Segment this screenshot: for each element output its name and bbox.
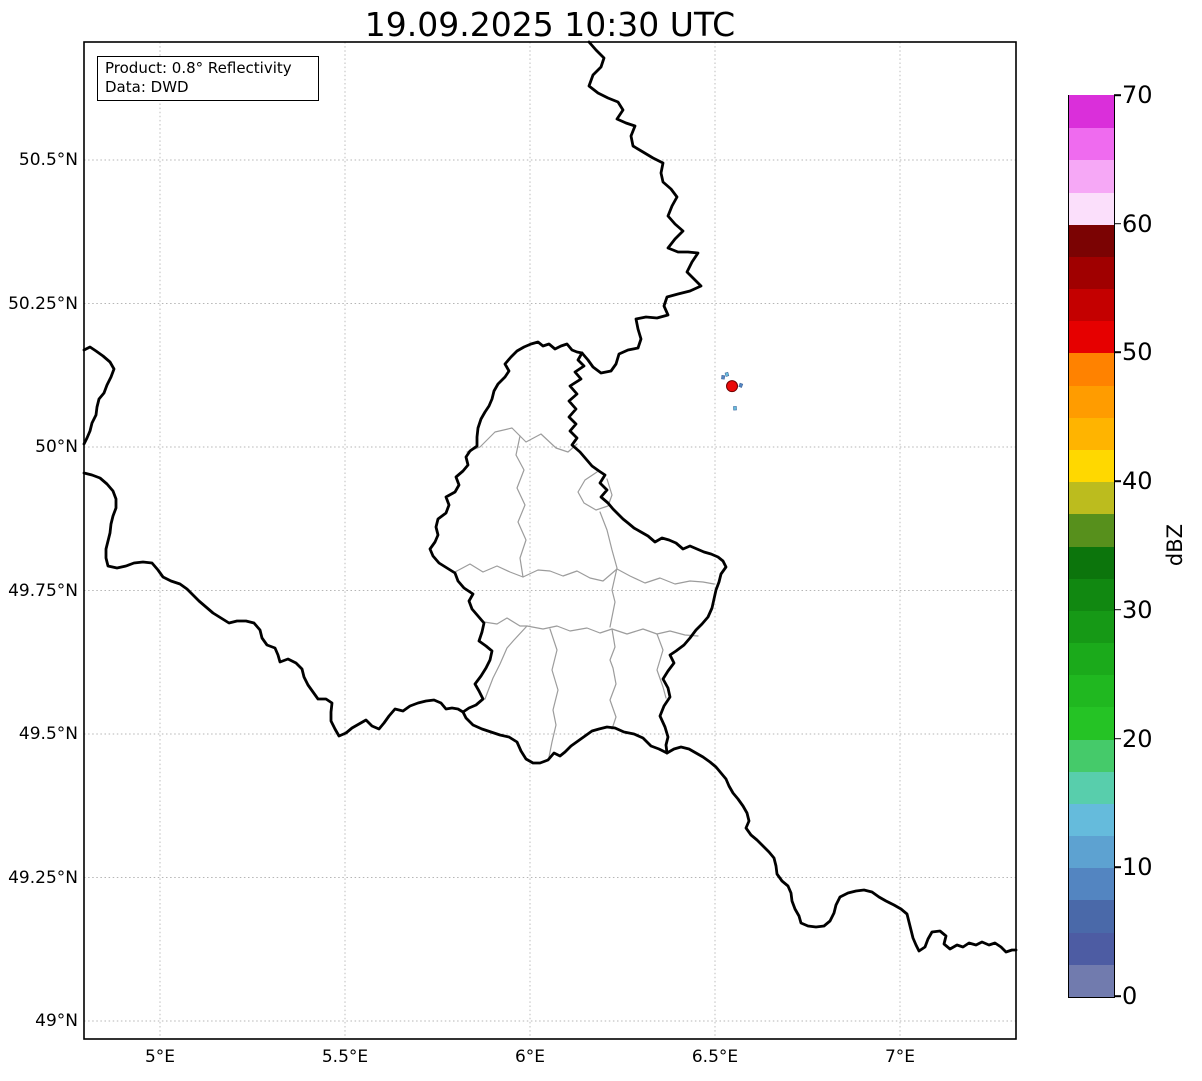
colorbar	[1068, 95, 1115, 998]
country-borders	[82, 40, 1018, 954]
colorbar-segment	[1069, 127, 1114, 161]
belgium-france-border	[82, 471, 465, 738]
colorbar-segment	[1069, 867, 1114, 901]
radar-echo-weak	[724, 371, 730, 377]
radar-echo-weak	[721, 375, 726, 380]
colorbar-segment	[1069, 320, 1114, 354]
y-tick-label: 50.5°N	[18, 150, 78, 170]
colorbar-tick-label: 20	[1122, 724, 1153, 753]
belgium-germany-border	[580, 40, 703, 375]
luxembourg-canton-borders	[454, 427, 715, 758]
colorbar-segment	[1069, 481, 1114, 515]
colorbar-tick-label: 30	[1122, 595, 1153, 624]
colorbar-segment	[1069, 256, 1114, 290]
colorbar-tick-label: 10	[1122, 853, 1153, 882]
graticule	[84, 42, 1016, 1039]
colorbar-segment	[1069, 706, 1114, 740]
colorbar-tick-mark	[1114, 480, 1121, 482]
colorbar-tick-label: 60	[1122, 209, 1153, 238]
colorbar-tick-label: 0	[1122, 982, 1138, 1010]
france-germany-border	[665, 745, 1018, 954]
x-tick-label: 6°E	[514, 1047, 546, 1067]
colorbar-segment	[1069, 191, 1114, 225]
annotation-data-line: Data: DWD	[105, 78, 189, 96]
x-tick-label: 5.5°E	[321, 1047, 369, 1067]
colorbar-segment	[1069, 803, 1114, 837]
radar-echo-weak	[733, 406, 737, 411]
luxembourg-border	[428, 340, 728, 765]
colorbar-segment	[1069, 385, 1114, 418]
colorbar-segment	[1069, 835, 1114, 869]
colorbar-segment	[1069, 578, 1114, 611]
colorbar-segment	[1069, 159, 1114, 193]
figure-title: 19.09.2025 10:30 UTC	[364, 5, 736, 44]
colorbar-segment	[1069, 610, 1114, 644]
colorbar-segment	[1069, 545, 1114, 579]
radar-echo-weak	[738, 382, 744, 388]
colorbar-segment	[1069, 449, 1114, 483]
product-annotation: Product: 0.8° Reflectivity Data: DWD	[97, 56, 319, 101]
x-tick-label: 5°E	[144, 1047, 176, 1067]
x-tick-label: 6.5°E	[691, 1047, 739, 1067]
colorbar-tick-mark	[1114, 609, 1121, 611]
colorbar-segment	[1069, 352, 1114, 386]
colorbar-tick-label: 70	[1122, 81, 1153, 109]
colorbar-tick-mark	[1114, 866, 1121, 869]
map-frame	[83, 41, 1017, 1040]
colorbar-segment	[1069, 95, 1114, 129]
colorbar-tick-label: 40	[1122, 467, 1153, 496]
radar-marker-strong-cell	[726, 380, 739, 393]
colorbar-segment	[1069, 288, 1114, 322]
colorbar-tick-mark	[1114, 94, 1121, 96]
y-tick-label: 49.25°N	[8, 867, 78, 888]
x-tick-label: 7°E	[884, 1047, 916, 1067]
colorbar-segment	[1069, 674, 1114, 708]
y-tick-label: 49.5°N	[18, 724, 78, 744]
belgium-france-border-north	[82, 345, 116, 446]
colorbar-tick-mark	[1114, 222, 1121, 225]
y-tick-label: 49°N	[35, 1011, 78, 1031]
colorbar-segment	[1069, 417, 1114, 450]
colorbar-segment	[1069, 899, 1114, 933]
colorbar-label: dBZ	[1163, 523, 1187, 567]
colorbar-tick-mark	[1114, 351, 1121, 354]
radar-echo-layer	[721, 371, 744, 411]
colorbar-segment	[1069, 964, 1114, 997]
y-tick-label: 50°N	[35, 437, 78, 457]
annotation-product-line: Product: 0.8° Reflectivity	[105, 59, 292, 77]
colorbar-segment	[1069, 738, 1114, 772]
y-tick-label: 49.75°N	[8, 580, 78, 601]
colorbar-tick-mark	[1114, 737, 1121, 740]
colorbar-tick-mark	[1114, 995, 1121, 997]
colorbar-segment	[1069, 642, 1114, 676]
colorbar-segment	[1069, 932, 1114, 965]
y-tick-label: 50.25°N	[8, 293, 78, 314]
colorbar-segment	[1069, 224, 1114, 257]
colorbar-tick-label: 50	[1122, 338, 1153, 367]
colorbar-segment	[1069, 771, 1114, 804]
colorbar-segment	[1069, 513, 1114, 547]
